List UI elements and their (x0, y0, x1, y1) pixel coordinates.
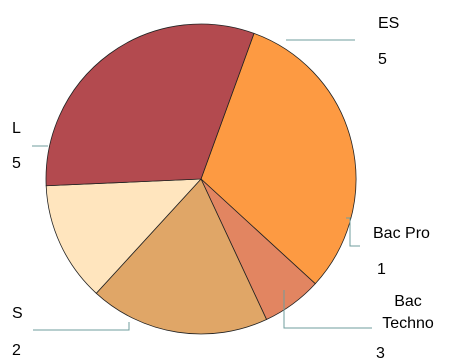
slice-label-bac-techno: Bac Techno (382, 293, 434, 332)
slice-value-bac-pro: 1 (377, 261, 386, 278)
leader-line-bac-techno (283, 290, 372, 329)
slice-value-bac-techno: 3 (376, 345, 385, 362)
labels-layer: ES 5 Bac Pro 1 Bac Techno 3 S 2 L 5 (12, 15, 434, 362)
slice-label-bac-pro: Bac Pro (373, 225, 430, 242)
pie-slice-bac-techno (95, 178, 268, 335)
pie-slice-l (45, 23, 255, 187)
slice-label-l: L (12, 120, 21, 137)
slice-value-l: 5 (12, 155, 21, 172)
slice-label-s: S (12, 305, 23, 322)
leader-line-s (33, 322, 130, 331)
slice-value-es: 5 (378, 51, 387, 68)
slice-label-es: ES (378, 15, 399, 32)
leader-lines-layer (32, 39, 372, 331)
slice-value-s: 2 (12, 342, 21, 359)
leader-line-bac-pro (346, 217, 360, 247)
pie-slice-es (200, 32, 357, 285)
slices-layer (45, 23, 357, 335)
pie-slice-s (45, 178, 202, 294)
